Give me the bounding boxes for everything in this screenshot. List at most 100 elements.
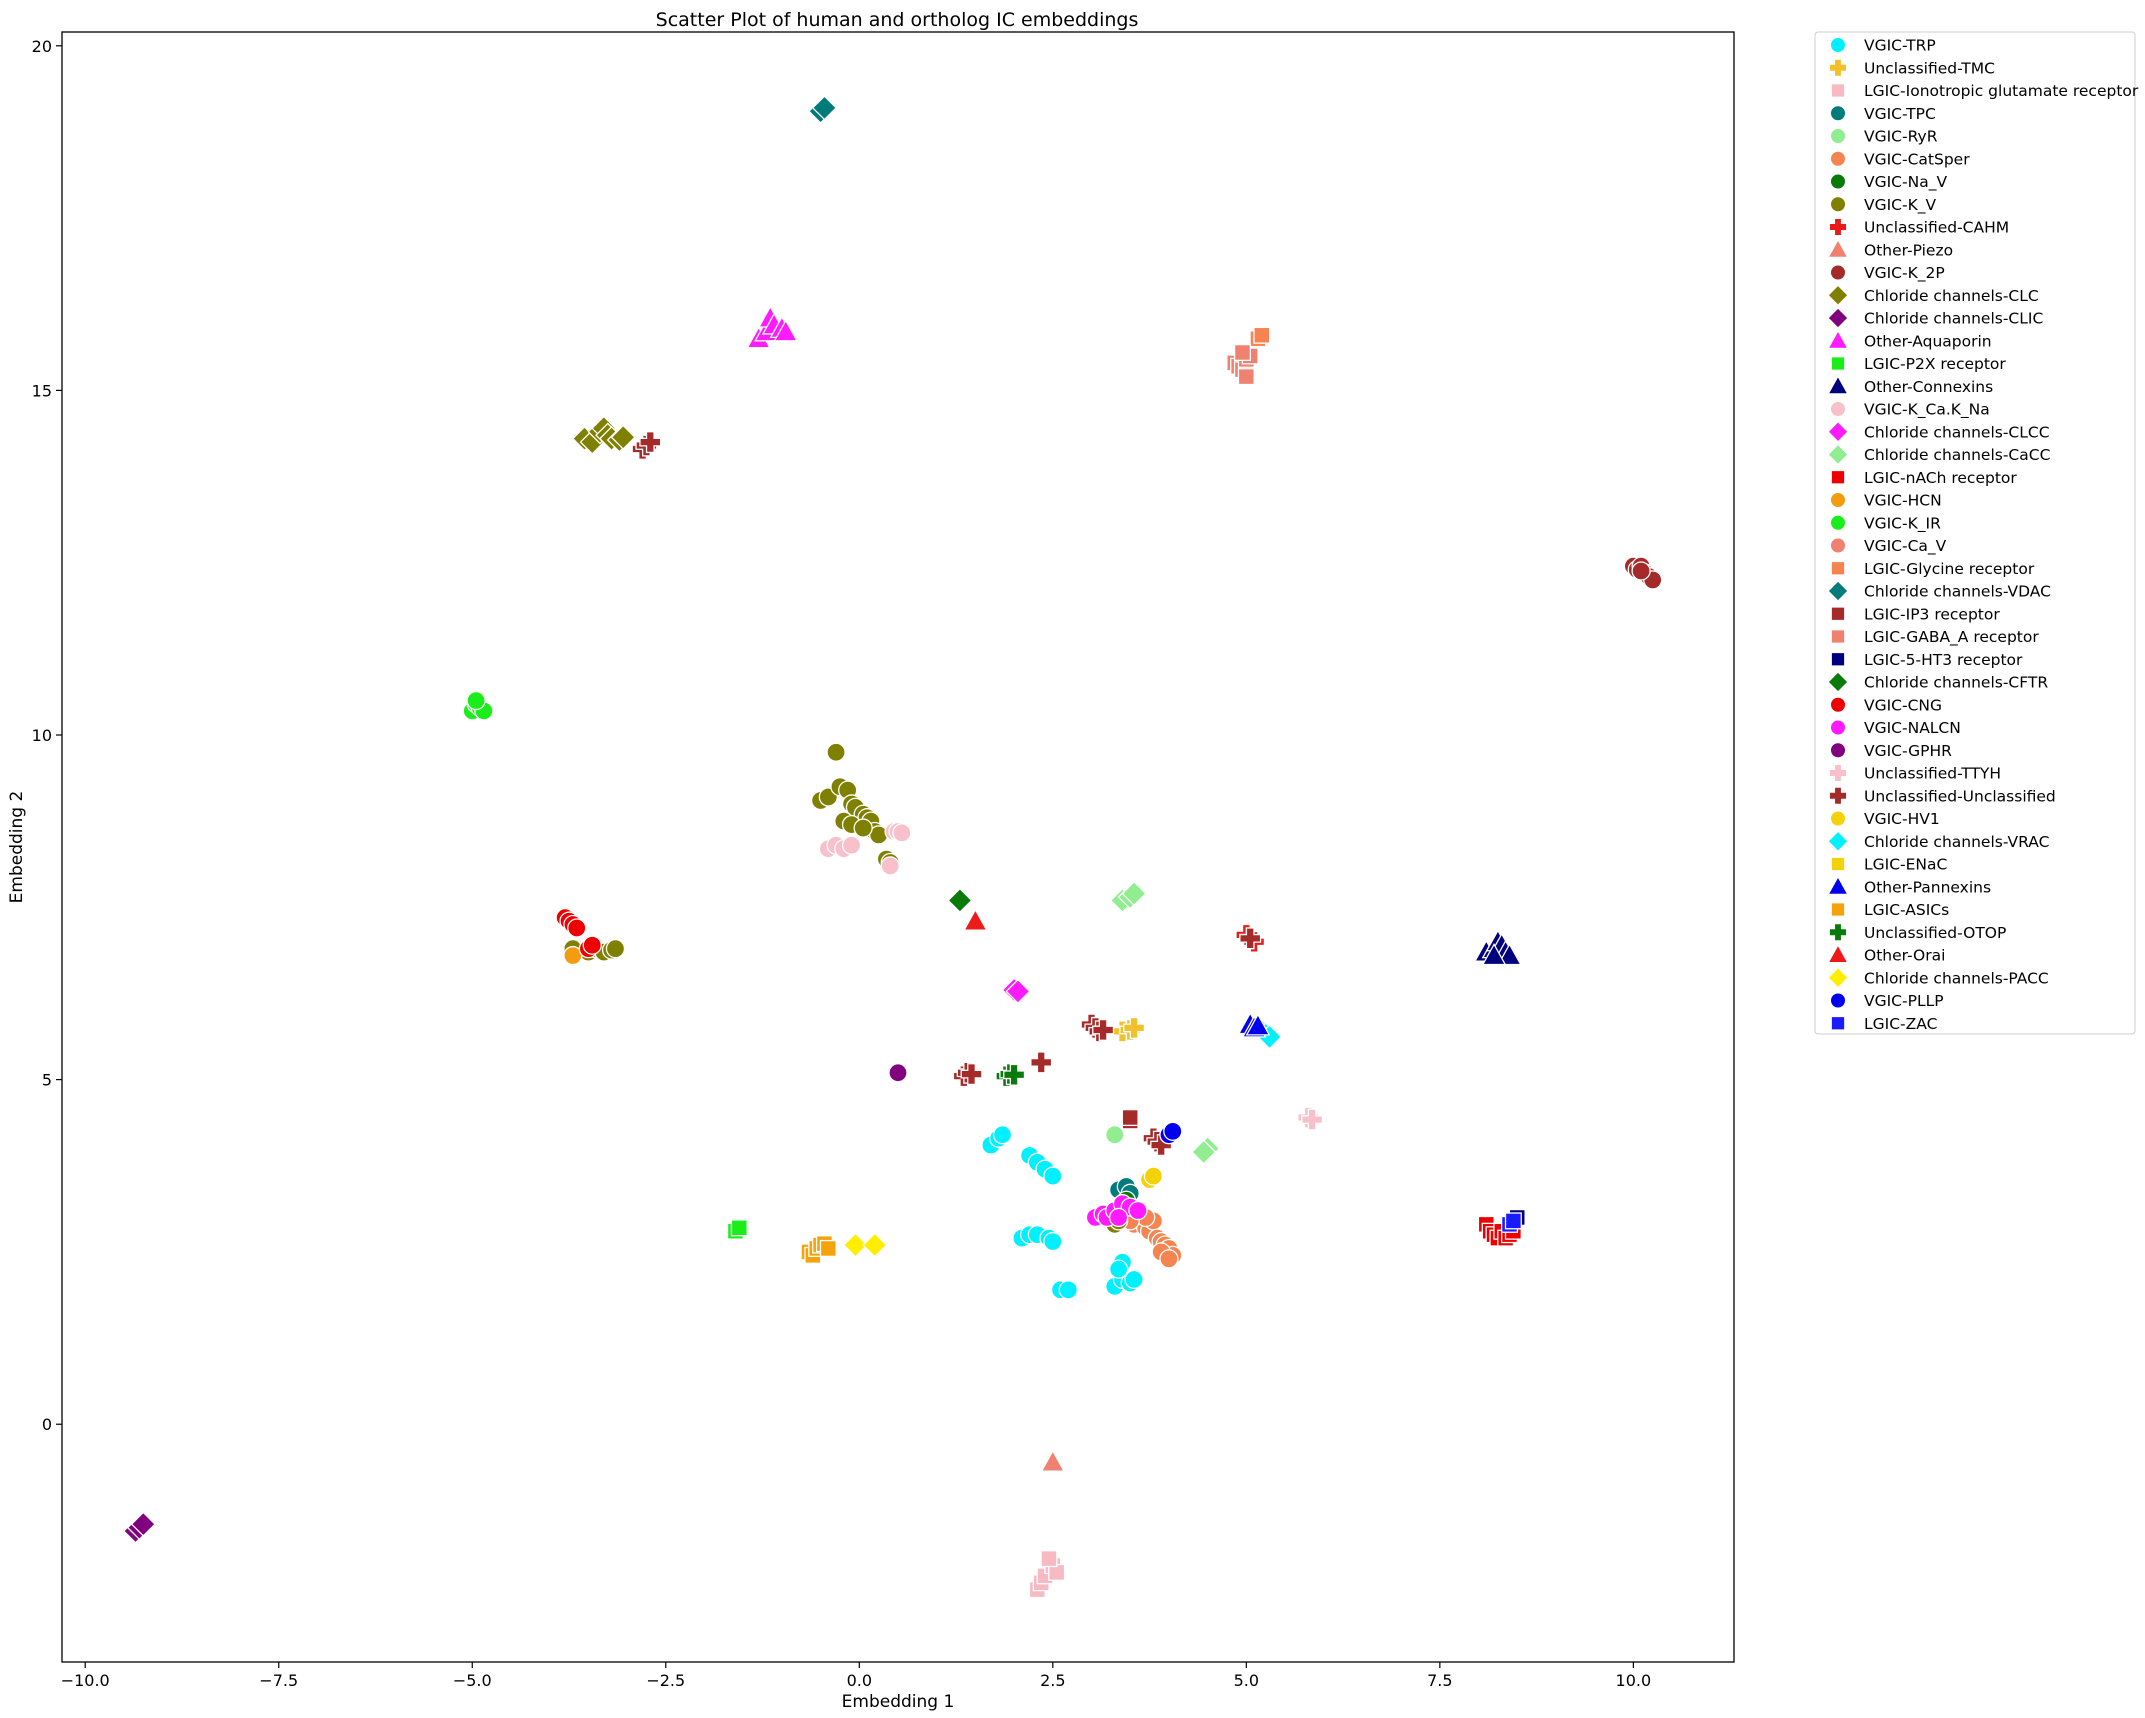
- data-point: [1301, 1108, 1324, 1131]
- data-point: [1005, 978, 1031, 1005]
- series-4: [1105, 1125, 1125, 1145]
- legend-label: VGIC-HV1: [1864, 810, 1940, 828]
- data-point: [992, 1125, 1013, 1145]
- series-2: [1028, 1550, 1066, 1599]
- legend-item: Other-Orai: [1829, 946, 1945, 965]
- legend-label: VGIC-NALCN: [1864, 719, 1961, 737]
- legend-label: Other-Connexins: [1864, 378, 1993, 396]
- legend-item: LGIC-nACh receptor: [1831, 469, 2017, 487]
- data-point: [1043, 1231, 1063, 1252]
- data-point: [1003, 1063, 1026, 1086]
- legend-marker: [1828, 968, 1848, 987]
- legend-marker: [1831, 697, 1845, 712]
- x-tick-label: 5.0: [1234, 1671, 1259, 1690]
- data-point: [1233, 343, 1251, 362]
- series-12: [122, 1511, 156, 1544]
- data-point: [1108, 1207, 1129, 1228]
- legend-item: VGIC-RyR: [1831, 128, 1938, 146]
- legend-marker: [1829, 218, 1847, 236]
- legend-label: LGIC-GABA_A receptor: [1864, 628, 2039, 647]
- data-point: [1058, 1280, 1078, 1300]
- legend-label: Unclassified-TMC: [1864, 59, 1995, 77]
- data-point: [1191, 1139, 1217, 1165]
- legend-marker: [1828, 581, 1848, 601]
- legend-item: VGIC-NALCN: [1831, 719, 1961, 737]
- legend-marker: [1831, 562, 1845, 575]
- data-point: [130, 1511, 156, 1537]
- series-41: [842, 1232, 888, 1258]
- x-axis-label: Embedding 1: [842, 1692, 955, 1712]
- data-point: [1128, 1200, 1148, 1221]
- legend-label: Unclassified-TTYH: [1864, 765, 2001, 783]
- y-tick-label: 10: [32, 726, 52, 745]
- series-13: [746, 305, 799, 349]
- data-point: [819, 1239, 837, 1257]
- legend-label: LGIC-ZAC: [1864, 1015, 1937, 1033]
- series-28: [947, 887, 973, 914]
- data-point: [1123, 1016, 1146, 1039]
- legend-marker: [1828, 832, 1848, 851]
- data-point: [1631, 561, 1651, 581]
- legend-item: VGIC-K_Ca.K_Na: [1831, 401, 1990, 420]
- legend-marker: [1831, 402, 1845, 416]
- series-32: [1297, 1106, 1324, 1131]
- legend-item: LGIC-P2X receptor: [1831, 355, 2006, 373]
- legend-marker: [1829, 787, 1847, 804]
- data-point: [1040, 1550, 1058, 1568]
- legend-marker: [1828, 308, 1848, 328]
- legend-label: VGIC-RyR: [1864, 128, 1938, 146]
- legend-label: LGIC-IP3 receptor: [1864, 605, 2000, 623]
- legend-label: LGIC-ASICs: [1864, 901, 1949, 919]
- data-point: [1159, 1249, 1179, 1269]
- data-point: [842, 1232, 869, 1258]
- series-17: [1001, 977, 1031, 1005]
- series-38: [800, 1235, 837, 1264]
- legend-marker: [1831, 471, 1845, 484]
- legend-item: Unclassified-CAHM: [1829, 218, 2009, 237]
- legend-label: VGIC-CNG: [1864, 696, 1942, 714]
- legend-marker: [1831, 857, 1845, 871]
- x-tick-label: −7.5: [259, 1671, 298, 1690]
- data-point: [826, 742, 846, 762]
- legend-item: Other-Pannexins: [1829, 878, 1991, 896]
- legend-label: Other-Piezo: [1864, 241, 1953, 259]
- legend-label: Chloride channels-PACC: [1864, 969, 2049, 987]
- legend-label: Chloride channels-VRAC: [1864, 833, 2049, 851]
- series-30: [1085, 1194, 1148, 1228]
- legend: VGIC-TRP Unclassified-TMC LGIC-Ionotropic …: [1814, 31, 2139, 1035]
- legend-item: LGIC-Ionotropic glutamate receptor: [1831, 82, 2139, 100]
- data-point: [1105, 1125, 1125, 1145]
- data-point: [730, 1219, 748, 1237]
- y-tick-label: 15: [32, 381, 52, 400]
- legend-label: LGIC-P2X receptor: [1864, 355, 2006, 373]
- legend-marker: [1831, 743, 1845, 758]
- data-point: [466, 690, 486, 711]
- legend-label: VGIC-GPHR: [1864, 742, 1952, 760]
- data-point: [773, 319, 799, 342]
- data-point: [1253, 326, 1271, 344]
- data-point: [811, 95, 838, 121]
- legend-item: VGIC-CatSper: [1831, 150, 1970, 168]
- legend-item: VGIC-HV1: [1831, 810, 1940, 828]
- series-23: [1249, 326, 1271, 348]
- legend-item: VGIC-CNG: [1831, 696, 1942, 714]
- x-tick-label: 10.0: [1616, 1671, 1652, 1690]
- data-point: [947, 887, 973, 914]
- data-point: [582, 935, 602, 955]
- legend-item: Other-Connexins: [1829, 377, 1993, 396]
- legend-label: Unclassified-OTOP: [1864, 924, 2006, 942]
- series-29: [555, 907, 602, 959]
- series-18: [1109, 880, 1221, 1165]
- data-point: [1030, 1051, 1053, 1074]
- legend-marker: [1829, 878, 1847, 894]
- data-point: [1121, 880, 1147, 907]
- legend-marker: [1829, 377, 1847, 394]
- series-9: [1040, 1449, 1066, 1472]
- legend-item: LGIC-ASICs: [1831, 901, 1949, 919]
- legend-item: Other-Piezo: [1829, 241, 1953, 259]
- y-axis-ticks: 0 5 10 15 20: [32, 37, 62, 1434]
- legend-marker: [1829, 946, 1847, 962]
- series-0: [981, 1125, 1144, 1300]
- legend-item: VGIC-GPHR: [1831, 742, 1952, 760]
- legend-label: VGIC-Na_V: [1864, 173, 1947, 192]
